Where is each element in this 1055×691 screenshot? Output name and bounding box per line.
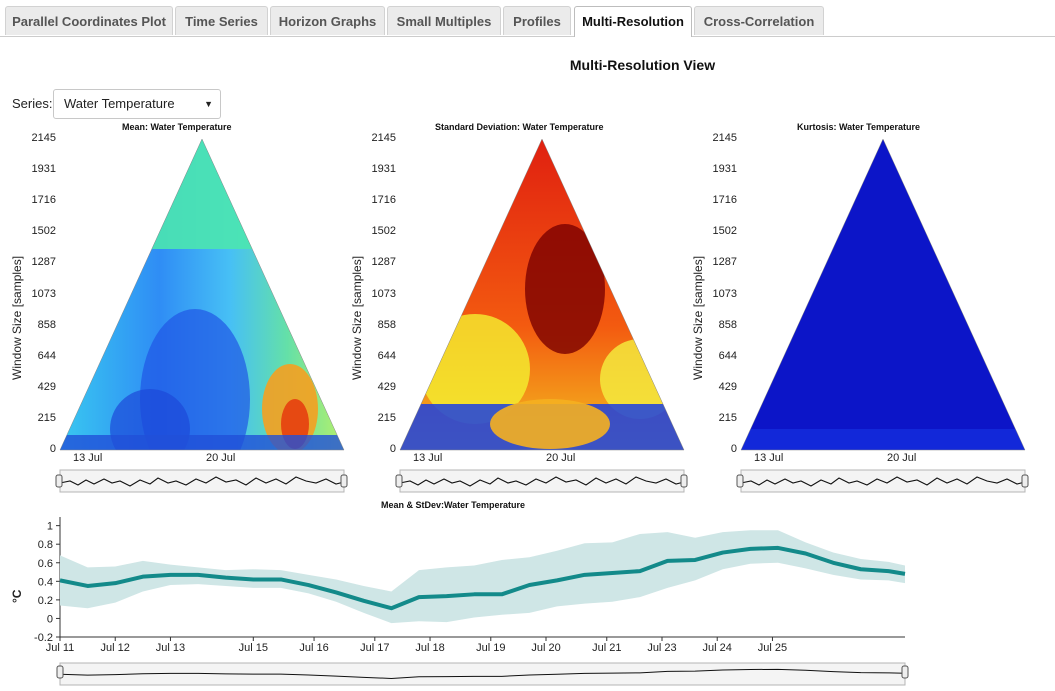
triangle-y-tick: 429	[377, 380, 396, 393]
triangle-y-tick: 0	[49, 443, 56, 455]
triangle-y-tick: 858	[718, 318, 737, 331]
triangle-y-tick: 1502	[371, 225, 396, 238]
triangle-y-tick: 1502	[712, 225, 737, 238]
x-tick-label: Jul 20	[531, 642, 560, 654]
x-tick-label: Jul 16	[299, 642, 328, 654]
triangle-y-tick: 1073	[31, 287, 56, 300]
triangle-y-tick: 1073	[371, 287, 396, 300]
x-tick-label: Jul 25	[758, 642, 787, 654]
y-tick-label: 0.4	[38, 576, 53, 588]
range-slider[interactable]	[55, 469, 348, 495]
chevron-down-icon: ▼	[204, 99, 213, 109]
triangle-y-tick: 858	[37, 318, 56, 331]
tab-bar: Parallel Coordinates Plot Time Series Ho…	[0, 0, 1055, 37]
triangle-y-tick: 429	[718, 380, 737, 393]
range-slider[interactable]	[395, 469, 688, 495]
triangle-y-tick: 215	[377, 411, 396, 424]
tab-time-series[interactable]: Time Series	[175, 6, 268, 35]
tab-horizon-graphs[interactable]: Horizon Graphs	[270, 6, 385, 35]
slider-handle-right[interactable]	[680, 474, 688, 488]
slider-handle-right[interactable]	[340, 474, 348, 488]
triangle-x-tick: 20 Jul	[546, 452, 576, 464]
triangle-y-tick: 2145	[712, 132, 737, 144]
slider-handle-left[interactable]	[56, 665, 64, 679]
triangle-y-tick: 215	[37, 411, 56, 424]
triangle-y-tick: 2145	[31, 132, 56, 144]
y-tick-label: 0.8	[38, 539, 53, 551]
triangle-y-tick: 644	[37, 349, 56, 362]
slider-handle-left[interactable]	[395, 474, 403, 488]
tab-small-multiples[interactable]: Small Multiples	[387, 6, 501, 35]
triangle-y-tick: 429	[37, 380, 56, 393]
x-tick-label: Jul 23	[647, 642, 676, 654]
triangle-heatmap	[740, 138, 1026, 451]
triangle-y-tick: 1931	[371, 163, 396, 176]
tab-parallel-coordinates[interactable]: Parallel Coordinates Plot	[5, 6, 173, 35]
y-tick-label: 1	[47, 521, 53, 533]
mean-line	[59, 545, 906, 611]
tab-profiles[interactable]: Profiles	[503, 6, 571, 35]
triangle-heatmap	[399, 138, 685, 451]
stdev-band	[60, 530, 905, 624]
series-select[interactable]: Water Temperature ▼	[53, 89, 221, 119]
tab-multi-resolution[interactable]: Multi-Resolution	[574, 6, 692, 37]
triangle-y-tick: 1716	[371, 194, 396, 207]
triangle-title: Standard Deviation: Water Temperature	[435, 122, 604, 132]
y-tick-label: -0.2	[34, 632, 53, 644]
triangle-y-tick: 1073	[712, 287, 737, 300]
triangle-x-tick: 20 Jul	[887, 452, 917, 464]
view-title: Multi-Resolution View	[569, 57, 716, 73]
y-tick-label: 0.2	[38, 595, 53, 607]
slider-handle-left[interactable]	[55, 474, 63, 488]
x-tick-label: Jul 21	[592, 642, 621, 654]
x-tick-label: Jul 11	[46, 642, 75, 654]
x-tick-label: Jul 12	[101, 642, 130, 654]
triangle-y-tick: 1287	[712, 256, 737, 269]
triangle-y-tick: 1716	[31, 194, 56, 207]
triangle-x-tick: 13 Jul	[754, 452, 784, 464]
y-tick-label: 0	[47, 613, 53, 625]
triangle-title: Kurtosis: Water Temperature	[797, 122, 921, 132]
triangle-x-tick: 20 Jul	[206, 452, 236, 464]
triangle-title: Mean: Water Temperature	[122, 122, 232, 132]
triangle-y-tick: 1931	[712, 163, 737, 176]
slider-handle-left[interactable]	[736, 474, 744, 488]
series-select-value: Water Temperature	[64, 96, 175, 111]
triangle-heatmap	[59, 138, 345, 451]
slider-handle-right[interactable]	[901, 665, 909, 679]
x-tick-label: Jul 15	[239, 642, 268, 654]
triangle-y-tick: 1716	[712, 194, 737, 207]
triangle-y-tick: 644	[377, 349, 396, 362]
x-tick-label: Jul 19	[476, 642, 505, 654]
triangle-y-tick: 0	[389, 443, 396, 455]
triangle-y-tick: 2145	[371, 132, 396, 144]
slider-handle-right[interactable]	[1021, 474, 1029, 488]
triangle-y-tick: 644	[718, 349, 737, 362]
y-tick-label: 0.6	[38, 558, 53, 570]
x-tick-label: Jul 24	[703, 642, 732, 654]
tab-cross-correlation[interactable]: Cross-Correlation	[694, 6, 824, 35]
x-tick-label: Jul 13	[156, 642, 185, 654]
triangle-y-tick: 215	[718, 411, 737, 424]
triangle-y-tick: 1287	[31, 256, 56, 269]
triangle-y-tick: 0	[730, 443, 737, 455]
x-tick-label: Jul 18	[415, 642, 444, 654]
triangle-y-tick: 858	[377, 318, 396, 331]
triangle-y-tick: 1287	[371, 256, 396, 269]
triangle-x-tick: 13 Jul	[73, 452, 103, 464]
triangle-y-tick: 1931	[31, 163, 56, 176]
chart-title: Mean & StDev:Water Temperature	[381, 500, 526, 510]
triangle-x-tick: 13 Jul	[413, 452, 443, 464]
series-label: Series:	[12, 96, 53, 111]
x-tick-label: Jul 17	[360, 642, 389, 654]
bottom-range-slider[interactable]	[56, 662, 909, 686]
triangle-y-tick: 1502	[31, 225, 56, 238]
range-slider[interactable]	[736, 469, 1029, 495]
